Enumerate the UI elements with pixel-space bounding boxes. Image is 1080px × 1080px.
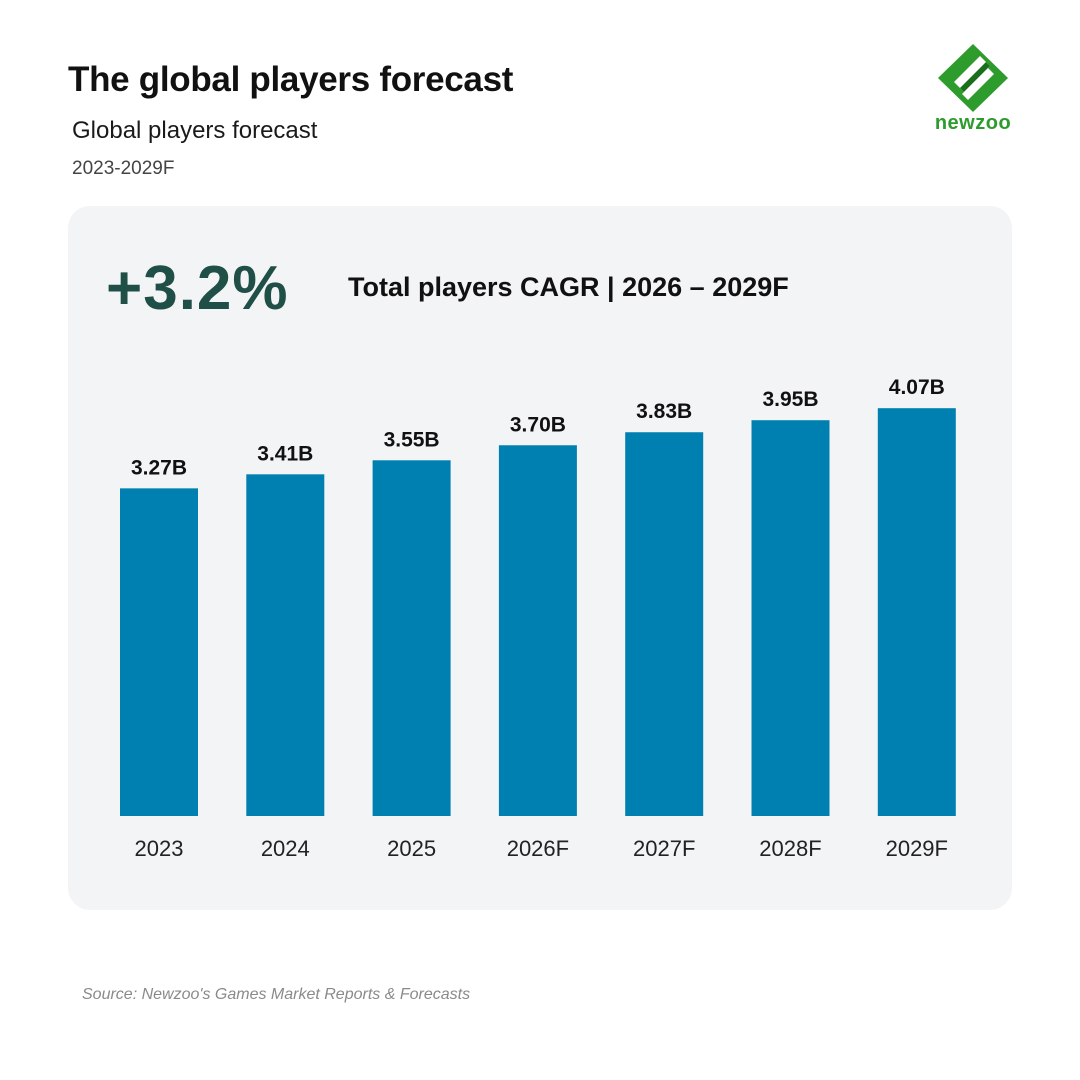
chart-subtitle: Global players forecast <box>72 117 318 144</box>
cagr-label: Total players CAGR | 2026 – 2029F <box>348 272 789 302</box>
data-label-2026F: 3.70B <box>510 413 566 436</box>
date-range: 2023-2029F <box>72 158 175 179</box>
x-tick-2023: 2023 <box>135 836 184 861</box>
x-tick-2025: 2025 <box>387 836 436 861</box>
x-tick-2029F: 2029F <box>886 836 948 861</box>
x-tick-2024: 2024 <box>261 836 310 861</box>
data-label-2027F: 3.83B <box>636 400 692 423</box>
bar-2027F <box>625 432 704 816</box>
data-label-2029F: 4.07B <box>889 376 945 399</box>
data-label-2025: 3.55B <box>384 428 440 451</box>
newzoo-logo-icon <box>938 44 1008 112</box>
data-label-2024: 3.41B <box>257 442 313 465</box>
bar-2023 <box>120 488 198 816</box>
bar-2028F <box>751 420 830 816</box>
bar-2029F <box>877 408 956 816</box>
bar-2025 <box>372 460 451 816</box>
brand-name: newzoo <box>934 112 1012 134</box>
bar-2026F <box>498 445 577 816</box>
bar-chart: 3.27B 2023 3.41B 2024 3.55B 2025 3.70B 2026F 3.8… <box>120 376 956 861</box>
x-tick-2027F: 2027F <box>633 836 695 861</box>
data-label-2023: 3.27B <box>131 456 187 479</box>
cagr-value: +3.2% <box>106 254 289 323</box>
x-tick-2026F: 2026F <box>507 836 569 861</box>
x-tick-2028F: 2028F <box>759 836 821 861</box>
newzoo-logo: newzoo <box>930 42 1016 142</box>
page-title: The global players forecast <box>68 60 514 99</box>
data-label-2028F: 3.95B <box>762 388 818 411</box>
bar-2024 <box>246 474 325 816</box>
source-note: Source: Newzoo's Games Market Reports & … <box>82 986 471 1003</box>
